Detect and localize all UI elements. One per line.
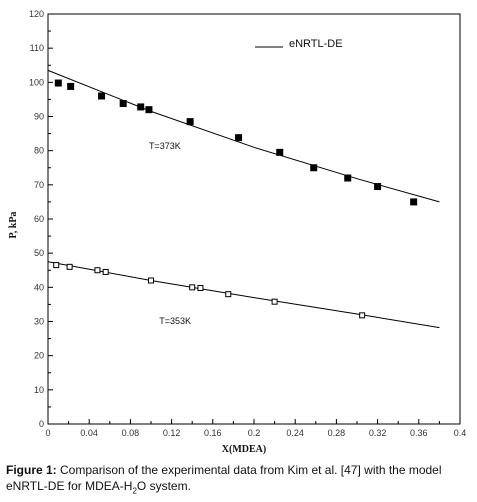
caption-text: Comparison of the experimental data from… (6, 463, 442, 493)
filled-square-point (186, 118, 194, 126)
x-tick-label: 0.08 (122, 428, 140, 438)
filled-square-point (235, 134, 243, 142)
filled-square-point (98, 92, 106, 100)
filled-square-point (410, 198, 418, 206)
y-tick-label: 10 (34, 385, 44, 395)
x-tick-label: 0.24 (286, 428, 304, 438)
temperature-label: T=373K (149, 141, 181, 151)
y-tick-label: 20 (34, 351, 44, 361)
open-square-point (359, 312, 366, 319)
y-tick-label: 30 (34, 317, 44, 327)
y-tick-label: 60 (34, 214, 44, 224)
caption-subscript: 2 (132, 486, 137, 496)
x-tick-label: 0.12 (163, 428, 181, 438)
y-tick-label: 110 (30, 43, 44, 53)
open-square-point (53, 262, 60, 269)
open-square-point (66, 263, 73, 270)
filled-square-point (374, 183, 382, 191)
model-curve-2 (47, 261, 440, 329)
y-tick-label: 40 (34, 282, 44, 292)
open-square-point (271, 298, 278, 305)
data-points (53, 79, 418, 319)
y-tick-label: 100 (29, 77, 44, 87)
y-axis-title: P, kPa (8, 212, 19, 239)
filled-square-point (137, 103, 145, 111)
filled-square-point (145, 106, 153, 114)
y-tick-label: 90 (34, 112, 44, 122)
x-tick-label: 0.16 (204, 428, 222, 438)
x-tick-label: 0.36 (410, 428, 428, 438)
x-axis-title: X(MDEA) (222, 444, 266, 455)
x-tick-label: 0.28 (328, 428, 346, 438)
y-tick-label: 80 (34, 146, 44, 156)
y-tick-label: 120 (29, 9, 44, 19)
filled-square-point (310, 164, 318, 172)
legend-label: eNRTL-DE (289, 38, 343, 50)
x-tick-label: 0 (45, 428, 50, 438)
open-square-point (225, 291, 232, 298)
filled-square-point (67, 82, 75, 90)
temperature-label: T=353K (159, 316, 191, 326)
y-tick-label: 70 (34, 180, 44, 190)
y-tick-label: 0 (39, 419, 44, 429)
vle-chart: 0 10 20 30 40 50 60 70 80 90 100 110 120 0 0.04 0.08 0.1… (8, 9, 466, 455)
model-curve-1 (47, 69, 440, 203)
open-square-point (148, 277, 154, 284)
caption-label: Figure 1: (6, 463, 57, 477)
open-square-point (197, 285, 204, 292)
y-tick-label: 50 (34, 248, 44, 258)
plot-frame (47, 13, 461, 425)
x-tick-label: 0.04 (80, 428, 98, 438)
model-curves (47, 69, 440, 329)
axes (47, 13, 461, 425)
open-square-point (189, 284, 196, 291)
caption-text-end: O system. (136, 479, 191, 493)
open-square-point (102, 268, 109, 275)
filled-square-point (119, 100, 127, 108)
open-square-point (94, 267, 101, 274)
x-tick-label: 0.2 (248, 428, 261, 438)
filled-square-point (54, 79, 62, 87)
filled-square-point (344, 174, 352, 182)
filled-square-point (276, 148, 284, 156)
figure-caption: Figure 1: Comparison of the experimental… (6, 462, 472, 499)
x-tick-label: 0.4 (454, 428, 467, 438)
x-tick-label: 0.32 (369, 428, 387, 438)
chart-text: 0 10 20 30 40 50 60 70 80 90 100 110 120 0 0.04 0.08 0.1… (8, 9, 466, 455)
